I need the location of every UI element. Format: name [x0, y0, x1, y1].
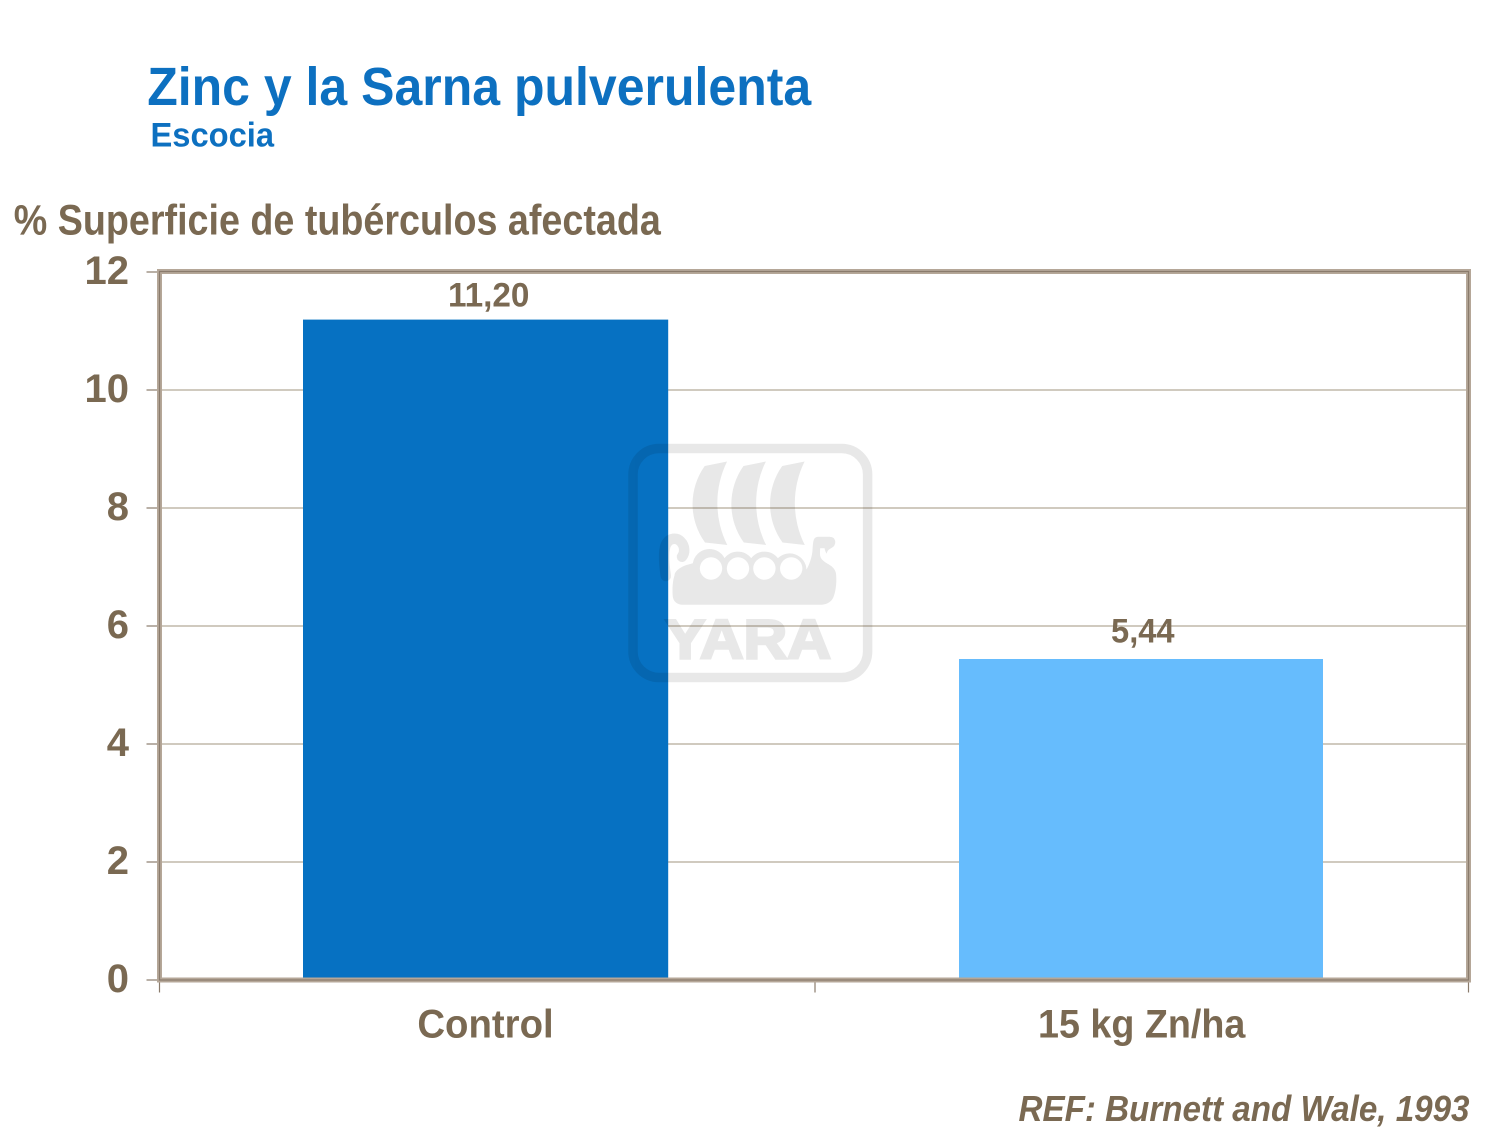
- svg-text:10: 10: [85, 367, 130, 411]
- svg-text:4: 4: [107, 721, 130, 765]
- svg-text:6: 6: [107, 603, 129, 647]
- svg-text:8: 8: [107, 485, 129, 529]
- svg-text:Zinc y la Sarna pulverulenta: Zinc y la Sarna pulverulenta: [147, 57, 812, 117]
- svg-text:2: 2: [107, 839, 129, 883]
- svg-text:11,20: 11,20: [448, 277, 530, 315]
- svg-text:15 kg Zn/ha: 15 kg Zn/ha: [1038, 1001, 1246, 1046]
- svg-text:0: 0: [107, 957, 129, 1001]
- svg-text:REF: Burnett and Wale, 1993: REF: Burnett and Wale, 1993: [1019, 1089, 1470, 1129]
- svg-text:% Superficie de tubérculos afe: % Superficie de tubérculos afectada: [14, 196, 661, 243]
- svg-text:5,44: 5,44: [1111, 613, 1175, 651]
- svg-text:Escocia: Escocia: [151, 116, 275, 154]
- svg-text:Control: Control: [417, 1001, 553, 1046]
- svg-text:12: 12: [85, 249, 130, 293]
- svg-text:YARA: YARA: [665, 608, 831, 670]
